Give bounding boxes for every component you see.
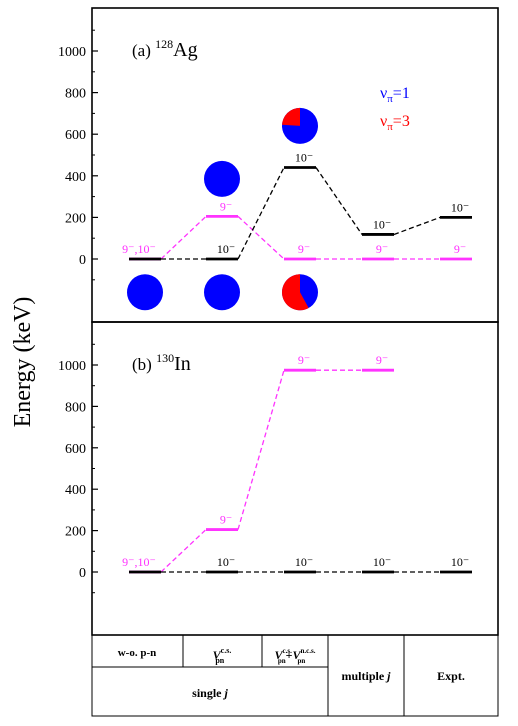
connector [160, 215, 207, 260]
column-label-multiple-j: multiple j [341, 669, 391, 683]
level-label: 9⁻ [220, 199, 232, 213]
level-label: 9⁻,10⁻ [122, 555, 156, 569]
j-symbol: j [223, 686, 229, 700]
panel-label-a: (a) 128Ag [132, 37, 198, 61]
pie-red-slice [282, 274, 309, 311]
legend-sub: π [387, 121, 393, 133]
pie-blue [204, 274, 240, 311]
level-label: 10⁻ [217, 555, 235, 569]
connector [393, 216, 441, 236]
y-tick-label: 600 [65, 128, 86, 143]
level-label: 10⁻ [373, 555, 391, 569]
level-label: 10⁻ [295, 150, 313, 164]
plus: + [286, 648, 293, 662]
y-tick-label: 400 [65, 170, 86, 185]
mass-number: 130 [156, 351, 174, 365]
legend-symbol: ν [380, 85, 387, 102]
legend-entry: νπ=3 [380, 113, 410, 133]
connector [315, 167, 363, 235]
legend-value: =3 [393, 113, 410, 130]
level-label: 9⁻ [376, 353, 388, 367]
v-symbol: V [275, 648, 284, 662]
multiple-text: multiple [341, 669, 387, 683]
panel-label-b: (b) 130In [132, 351, 191, 375]
y-tick-label: 0 [79, 566, 86, 581]
y-tick-label: 0 [79, 253, 86, 268]
table-frame [91, 634, 499, 717]
legend-entry: νπ=1 [380, 85, 410, 105]
level-label: 9⁻ [376, 242, 388, 256]
connector [237, 167, 285, 260]
level-label: 9⁻ [220, 513, 232, 527]
pie-blue [204, 160, 240, 197]
connector [160, 529, 207, 573]
panel-prefix: (a) [132, 41, 155, 60]
y-axis-label: Energy (keV) [10, 297, 36, 428]
level-label: 9⁻ [298, 353, 310, 367]
legend-symbol: ν [380, 113, 387, 130]
single-text: single [192, 686, 224, 700]
level-label: 9⁻ [298, 242, 310, 256]
v-sup-2: n.c.s. [301, 647, 316, 655]
column-label-expt: Expt. [437, 669, 465, 683]
column-label-vcs-vncs: Vc.s. pn+Vn.c.s. pn [275, 647, 316, 665]
legend-value: =1 [393, 85, 410, 102]
element-symbol: In [174, 353, 191, 375]
y-tick-label: 400 [65, 483, 86, 498]
level-label: 9⁻,10⁻ [122, 242, 156, 256]
v-sup: c.s. [221, 646, 232, 655]
mass-number: 128 [155, 37, 173, 51]
pie-red-slice [282, 107, 300, 126]
element-symbol: Ag [173, 39, 197, 61]
pie-charts [127, 107, 318, 311]
j-symbol: j [385, 669, 391, 683]
v-sub-2: pn [298, 657, 306, 665]
level-label: 10⁻ [295, 555, 313, 569]
level-label: 10⁻ [451, 200, 469, 214]
level-lines [129, 166, 472, 574]
y-tick-label: 200 [65, 525, 86, 540]
legend-sub: π [387, 93, 393, 105]
level-label: 10⁻ [217, 242, 235, 256]
level-label: 10⁻ [451, 555, 469, 569]
v-symbol: V [213, 648, 222, 662]
v-symbol-2: V [293, 648, 302, 662]
y-tick-label: 1000 [58, 359, 86, 374]
v-sub: pn [215, 656, 224, 665]
column-label-vcs: Vc.s. pn [213, 646, 232, 665]
level-label: 9⁻ [454, 242, 466, 256]
connector [237, 369, 285, 530]
connector [237, 215, 285, 260]
v-sup: c.s. [283, 647, 293, 655]
frames [91, 7, 499, 717]
panel-prefix: (b) [132, 355, 156, 374]
pie-blue [127, 274, 163, 311]
y-tick-label: 800 [65, 87, 86, 102]
y-tick-label: 200 [65, 211, 86, 226]
y-tick-label: 600 [65, 442, 86, 457]
y-tick-label: 800 [65, 400, 86, 415]
column-label-wo-pn: w-o. p-n [118, 647, 157, 659]
v-sub: pn [278, 657, 286, 665]
level-label: 10⁻ [373, 217, 391, 231]
group-label-single-j: single j [192, 686, 228, 700]
y-tick-label: 1000 [58, 45, 86, 60]
